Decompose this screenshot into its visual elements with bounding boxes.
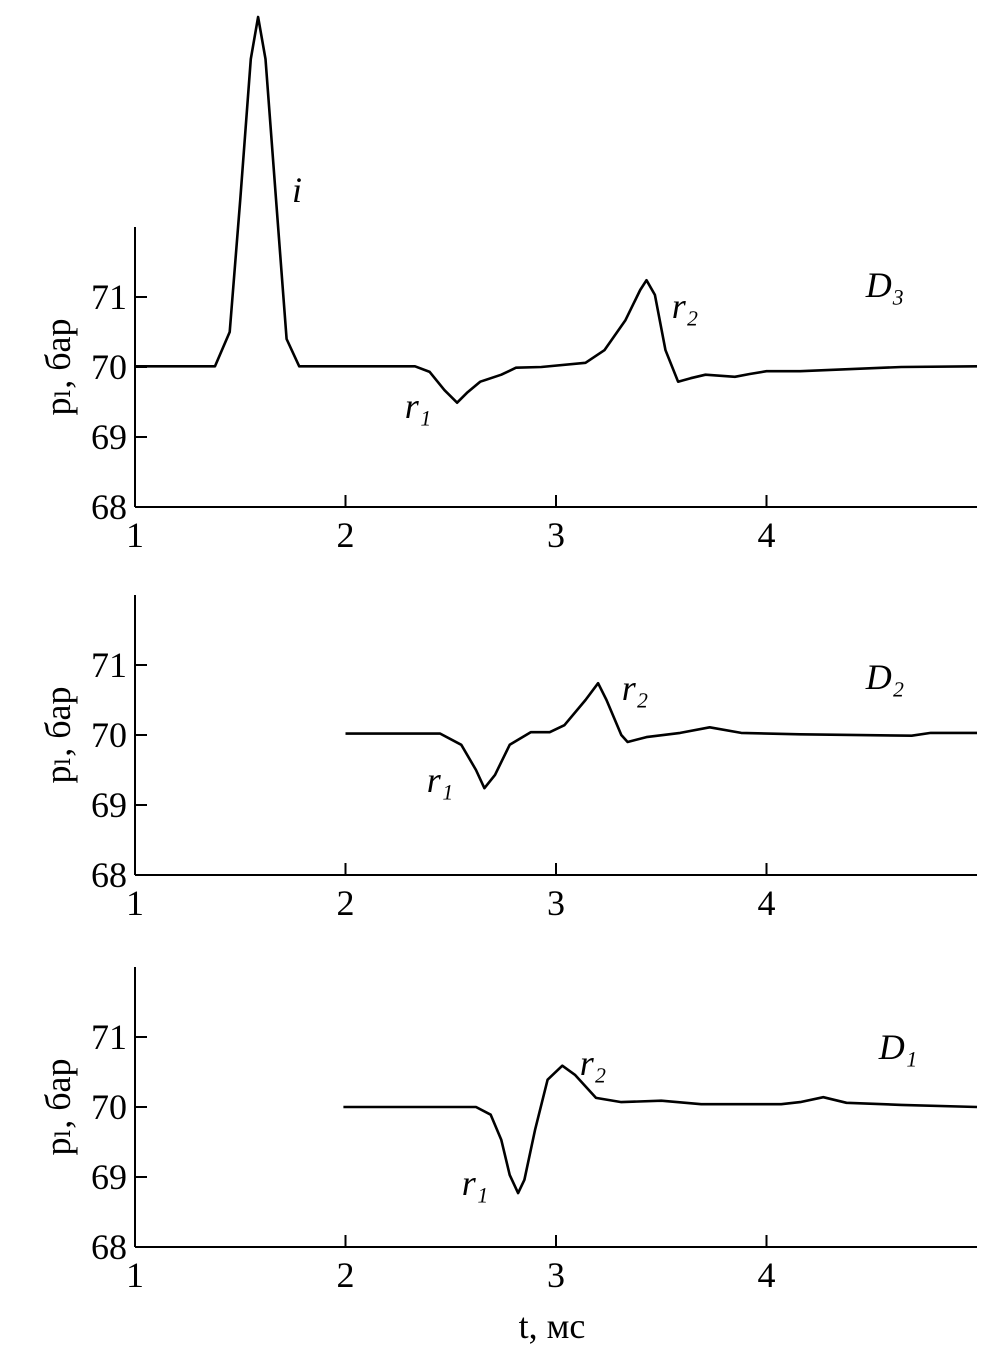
- x-axis-label: t, мс: [519, 1306, 586, 1346]
- y-axis-label: pₗ, бар: [38, 1058, 78, 1155]
- x-tick-label: 2: [337, 883, 355, 923]
- y-tick-label: 71: [91, 277, 127, 317]
- data-line: [135, 15, 978, 404]
- y-tick-label: 71: [91, 645, 127, 685]
- annotation: r₁: [405, 386, 432, 426]
- x-tick-label: 4: [758, 515, 776, 555]
- x-tick-label: 4: [758, 883, 776, 923]
- annotation: D₃: [865, 265, 905, 305]
- x-tick-label: 4: [758, 1255, 776, 1295]
- x-tick-label: 1: [126, 1255, 144, 1295]
- y-tick-label: 71: [91, 1017, 127, 1057]
- y-tick-label: 68: [91, 487, 127, 527]
- x-tick-label: 2: [337, 1255, 355, 1295]
- y-tick-label: 69: [91, 1157, 127, 1197]
- x-tick-label: 1: [126, 515, 144, 555]
- y-tick-label: 70: [91, 1087, 127, 1127]
- annotation: r₂: [672, 286, 699, 326]
- annotation: r₂: [580, 1043, 607, 1083]
- data-line: [343, 1064, 978, 1195]
- annotation: r₂: [622, 668, 649, 708]
- annotation: D₂: [865, 657, 905, 697]
- x-tick-label: 3: [547, 515, 565, 555]
- x-tick-label: 3: [547, 883, 565, 923]
- x-tick-label: 1: [126, 883, 144, 923]
- y-tick-label: 69: [91, 417, 127, 457]
- y-tick-label: 68: [91, 855, 127, 895]
- y-tick-label: 69: [91, 785, 127, 825]
- annotation: D₁: [878, 1027, 918, 1067]
- annotation: r₁: [427, 760, 454, 800]
- x-tick-label: 3: [547, 1255, 565, 1295]
- y-tick-label: 70: [91, 347, 127, 387]
- annotation: i: [292, 170, 302, 210]
- annotation: r₁: [462, 1163, 489, 1203]
- y-tick-label: 68: [91, 1227, 127, 1267]
- y-axis-label: pₗ, бар: [38, 318, 78, 415]
- y-tick-label: 70: [91, 715, 127, 755]
- y-axis-label: pₗ, бар: [38, 686, 78, 783]
- x-tick-label: 2: [337, 515, 355, 555]
- data-line: [345, 681, 977, 790]
